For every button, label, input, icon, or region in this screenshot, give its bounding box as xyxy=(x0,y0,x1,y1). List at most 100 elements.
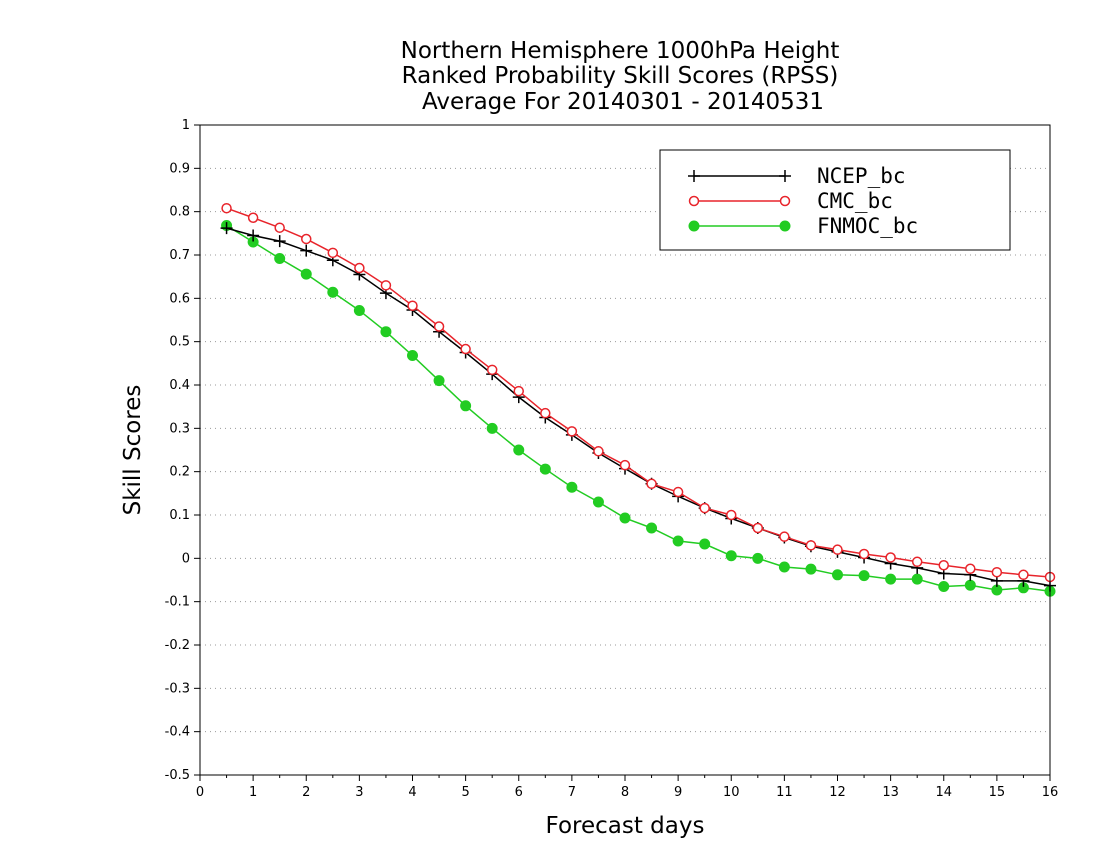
legend-marker-ncep-bc xyxy=(688,170,700,182)
data-point-ncep-bc xyxy=(220,222,233,235)
data-point-fnmoc-bc xyxy=(327,286,339,298)
y-tick-label: 0.9 xyxy=(169,161,190,176)
data-point-fnmoc-bc xyxy=(699,538,711,550)
data-point-cmc-bc xyxy=(726,509,737,521)
legend-marker-fnmoc-bc xyxy=(779,220,791,232)
data-point-cmc-bc xyxy=(991,566,1003,578)
data-point-fnmoc-bc xyxy=(380,326,392,338)
data-point-ncep-bc xyxy=(247,229,260,242)
y-tick-label: 0.8 xyxy=(169,205,190,220)
data-point-cmc-bc xyxy=(566,426,578,437)
data-point-cmc-bc xyxy=(221,202,232,214)
data-point-cmc-bc xyxy=(327,247,339,259)
data-point-cmc-bc xyxy=(646,478,657,490)
legend-box xyxy=(659,149,1011,251)
data-point-cmc-bc xyxy=(619,459,631,471)
data-point-fnmoc-bc xyxy=(805,563,817,575)
data-point-ncep-bc xyxy=(300,244,313,257)
title-line-3: Average For 20140301 - 20140531 xyxy=(422,89,824,115)
title-line-2: Ranked Probability Skill Scores (RPSS) xyxy=(402,63,839,89)
series-line-fnmoc-bc xyxy=(226,224,1051,593)
y-tick-label: 0.2 xyxy=(169,465,190,480)
y-tick-label: -0.4 xyxy=(165,725,190,740)
y-tick-label: 0.4 xyxy=(169,378,190,393)
x-axis-label: Forecast days xyxy=(546,813,705,839)
y-tick-label: 0.7 xyxy=(169,248,190,263)
data-point-fnmoc-bc xyxy=(885,573,897,585)
data-point-fnmoc-bc xyxy=(778,561,790,573)
x-tick-label: 10 xyxy=(723,785,740,800)
data-point-fnmoc-bc xyxy=(725,550,737,562)
series-fnmoc-bc xyxy=(221,220,1056,597)
y-tick-label: -0.3 xyxy=(165,681,190,696)
x-tick-label: 14 xyxy=(935,785,952,800)
data-point-cmc-bc xyxy=(911,556,923,568)
axis-ticks: 1 0.9 0.8 0.7 0.6 0.5 0.4 0.3 0.2 0.1 0 -0.1 -0.2 -0.… xyxy=(165,118,1059,800)
data-point-fnmoc-bc xyxy=(433,375,445,387)
data-point-cmc-bc xyxy=(699,502,710,514)
series-cmc-bc xyxy=(221,202,1056,583)
y-tick-label: 0.1 xyxy=(169,508,190,523)
x-tick-label: 16 xyxy=(1042,785,1059,800)
x-tick-label: 12 xyxy=(829,785,846,800)
x-tick-label: 8 xyxy=(621,785,629,800)
data-point-fnmoc-bc xyxy=(672,535,684,547)
data-point-fnmoc-bc xyxy=(858,570,870,582)
data-point-fnmoc-bc xyxy=(938,581,950,592)
data-point-cmc-bc xyxy=(832,544,843,555)
data-point-cmc-bc xyxy=(938,560,949,571)
y-tick-label: 1 xyxy=(182,118,190,133)
data-point-fnmoc-bc xyxy=(274,252,286,264)
x-tick-label: 3 xyxy=(355,785,363,800)
data-point-cmc-bc xyxy=(779,531,790,542)
y-tick-label: 0.6 xyxy=(169,291,190,306)
data-point-fnmoc-bc xyxy=(460,400,472,412)
series-line-ncep-bc xyxy=(226,227,1051,587)
x-tick-label: 0 xyxy=(196,785,204,800)
data-point-fnmoc-bc xyxy=(407,350,418,362)
data-point-ncep-bc xyxy=(273,235,286,248)
data-point-fnmoc-bc xyxy=(486,422,498,434)
data-point-cmc-bc xyxy=(247,212,259,223)
data-point-cmc-bc xyxy=(407,300,418,311)
data-point-cmc-bc xyxy=(460,343,471,355)
data-point-fnmoc-bc xyxy=(592,496,604,508)
legend-items xyxy=(688,170,791,232)
data-point-fnmoc-bc xyxy=(832,569,843,581)
data-point-cmc-bc xyxy=(672,486,684,498)
data-point-cmc-bc xyxy=(1018,569,1029,581)
legend-marker-ncep-bc xyxy=(779,170,791,182)
legend-marker-cmc-bc xyxy=(688,195,700,207)
data-point-cmc-bc xyxy=(752,522,764,534)
data-point-cmc-bc xyxy=(805,540,817,551)
series-ncep-bc xyxy=(220,222,1056,592)
data-point-fnmoc-bc xyxy=(566,481,578,493)
x-tick-label: 4 xyxy=(408,785,416,800)
data-point-cmc-bc xyxy=(433,321,445,332)
data-point-cmc-bc xyxy=(486,364,498,376)
chart-title: Northern Hemisphere 1000hPa Height Ranke… xyxy=(401,38,840,115)
data-point-fnmoc-bc xyxy=(752,552,764,564)
x-tick-label: 9 xyxy=(674,785,682,800)
data-point-fnmoc-bc xyxy=(353,304,365,316)
y-tick-label: 0 xyxy=(182,551,190,566)
legend-marker-cmc-bc xyxy=(779,195,791,207)
series-line-cmc-bc xyxy=(226,207,1051,578)
legend-label-ncep: NCEP_bc xyxy=(817,164,906,188)
title-line-1: Northern Hemisphere 1000hPa Height xyxy=(401,38,840,64)
x-tick-label: 5 xyxy=(461,785,469,800)
data-point-cmc-bc xyxy=(274,222,285,233)
y-tick-label: 0.3 xyxy=(169,421,190,436)
y-tick-label: -0.1 xyxy=(165,595,190,610)
data-point-fnmoc-bc xyxy=(619,512,631,524)
x-tick-label: 11 xyxy=(776,785,793,800)
legend-label-fnmoc: FNMOC_bc xyxy=(817,214,918,238)
y-tick-label: 0.5 xyxy=(169,335,190,350)
y-axis-label: Skill Scores xyxy=(120,385,146,516)
data-point-fnmoc-bc xyxy=(539,463,551,475)
legend: NCEP_bc CMC_bc FNMOC_bc xyxy=(659,149,1011,251)
x-tick-label: 15 xyxy=(989,785,1006,800)
y-tick-label: -0.5 xyxy=(165,768,190,783)
data-point-cmc-bc xyxy=(513,385,524,397)
x-tick-label: 1 xyxy=(249,785,257,800)
